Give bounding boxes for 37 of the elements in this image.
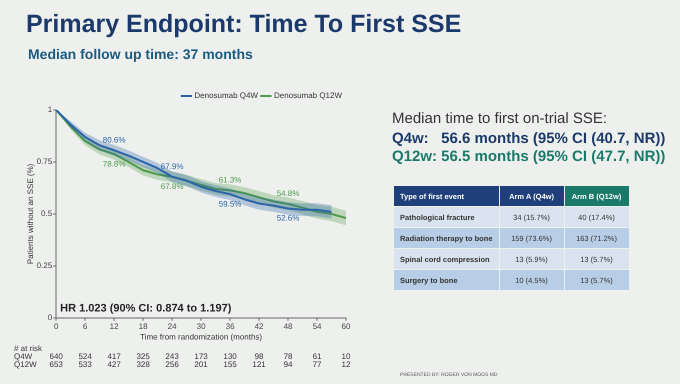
x-tick-label: 30: [196, 322, 206, 331]
y-tick-label: 0.25: [36, 261, 53, 270]
x-tick-label: 24: [168, 322, 178, 331]
chart-title: Primary Endpoint: Time To First SSE: [26, 10, 462, 39]
data-label: 67.9%: [160, 162, 184, 171]
x-axis-title: Time from randomization (months): [140, 332, 262, 342]
data-label: 67.8%: [160, 182, 184, 192]
x-tick-label: 54: [312, 322, 322, 331]
data-label: 78.8%: [102, 159, 126, 168]
y-tick-label: 0: [48, 313, 53, 322]
data-label: 54.8%: [276, 189, 300, 198]
data-label: 52.6%: [276, 214, 300, 223]
x-tick-label: 48: [284, 322, 294, 331]
text: Median time to first on-trial SSE:: [392, 110, 608, 127]
x-tick-label: 36: [226, 322, 236, 331]
y-tick-label: 0.75: [36, 157, 53, 166]
legend-label: Denosumab Q4W: [194, 91, 258, 100]
x-tick-label: 12: [110, 322, 120, 331]
data-label: 80.6%: [102, 136, 126, 145]
x-tick-label: 18: [138, 322, 148, 331]
x-tick-label: 60: [342, 322, 351, 331]
text: Q12w: 56.5 months (95% CI (47.7, NR)): [392, 148, 666, 165]
data-label: 61.3%: [218, 176, 242, 185]
y-tick-label: 1: [48, 105, 53, 114]
text: Q4w: 56.6 months (95% CI (40.7, NR)): [392, 130, 666, 147]
data-label: 59.5%: [218, 199, 242, 208]
text: # at risk: [14, 344, 44, 354]
chart-subtitle: Median follow up time: 37 months: [28, 46, 253, 62]
y-axis-title: Patients without an SSE (%): [26, 163, 36, 264]
legend-label: Denosumab Q12W: [274, 91, 342, 100]
text: Q4W 640 524 417 325 243 173 130 98 78 61 10: [14, 352, 350, 362]
x-tick-label: 6: [82, 322, 88, 331]
text: Q12W 653 533 427 328 256 201 155 121 94 77 12: [14, 360, 350, 370]
annotation: HR 1.023 (90% CI: 0.874 to 1.197): [60, 302, 232, 314]
x-tick-label: 42: [254, 322, 264, 331]
x-tick-label: 0: [54, 322, 59, 331]
y-tick-label: 0.5: [41, 209, 53, 218]
